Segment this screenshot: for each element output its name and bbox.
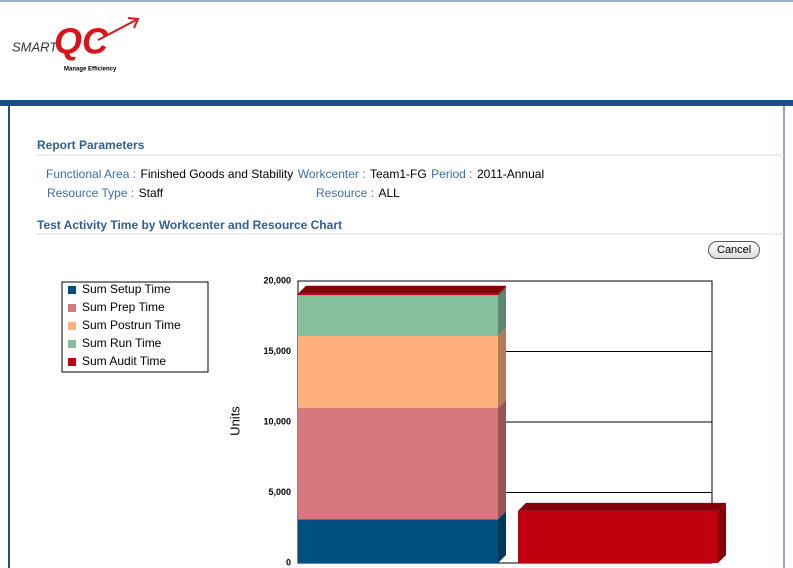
param-row: Resource Type : Staff — [47, 184, 187, 202]
param-row: Resource : ALL — [316, 184, 400, 202]
logo-tagline: Manage Efficiency — [64, 67, 117, 73]
bar-side — [498, 399, 506, 520]
legend-swatch — [68, 358, 76, 366]
param-label: Resource : — [316, 186, 375, 200]
y-axis-title: Units — [227, 406, 242, 436]
section-title: Test Activity Time by Workcenter and Res… — [37, 218, 342, 232]
legend-label: Sum Run Time — [82, 336, 162, 350]
legend-label: Sum Setup Time — [82, 282, 171, 296]
param-value: Staff — [138, 186, 164, 200]
bar-side — [498, 287, 506, 336]
header-bar — [0, 100, 793, 106]
legend-label: Sum Audit Time — [82, 354, 166, 368]
param-label: Functional Area : — [46, 167, 137, 181]
legend-swatch — [68, 340, 76, 348]
bar-segment — [298, 295, 498, 336]
bar-side — [498, 285, 506, 296]
param-value: ALL — [378, 186, 400, 200]
param-value: Finished Goods and Stability — [140, 167, 294, 181]
param-label: Period : — [431, 167, 473, 181]
y-tick-label: 15,000 — [263, 346, 291, 356]
bar-top — [518, 502, 726, 511]
bar-top — [298, 285, 506, 294]
logo-prefix: SMART — [12, 39, 58, 54]
param-value: 2011-Annual — [476, 167, 545, 181]
legend-swatch — [68, 322, 76, 330]
bar-segment — [298, 519, 498, 563]
y-tick-label: 5,000 — [268, 487, 291, 497]
param-value: Team1-FG — [370, 167, 427, 181]
bar-segment — [298, 293, 498, 296]
bar-segment — [298, 335, 498, 408]
logo-swoosh — [97, 17, 140, 41]
cancel-button[interactable]: Cancel — [708, 241, 761, 259]
legend-swatch — [68, 286, 76, 294]
logo-mark: QC — [54, 21, 109, 62]
bar-segment — [518, 510, 718, 563]
legend-box — [61, 281, 209, 373]
legend-swatch — [68, 304, 76, 312]
bar-segment — [298, 407, 498, 520]
section-title: Report Parameters — [37, 138, 145, 152]
y-tick-label: 0 — [286, 557, 291, 567]
y-tick-label: 10,000 — [263, 416, 291, 426]
bar-side — [498, 511, 506, 563]
bar-side — [498, 327, 506, 408]
legend-label: Sum Postrun Time — [82, 318, 181, 332]
param-label: Workcenter : — [297, 167, 366, 181]
bar-side — [718, 502, 726, 563]
param-label: Resource Type : — [47, 186, 135, 200]
y-tick-label: 20,000 — [263, 275, 291, 285]
param-row: Functional Area : Finished Goods and Sta… — [46, 165, 544, 183]
legend-label: Sum Prep Time — [82, 300, 165, 314]
